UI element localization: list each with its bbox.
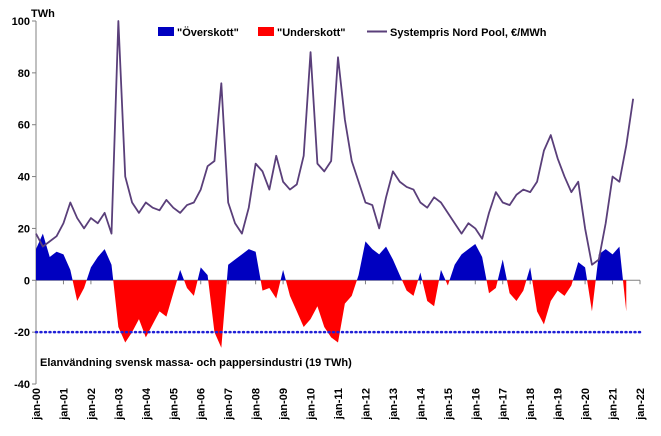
x-tick-label: jan-19 [553,388,565,421]
reference-line-label: Elanvändning svensk massa- och pappersin… [40,357,352,369]
x-tick-label: jan-01 [58,388,70,421]
x-tick-label: jan-06 [196,388,208,421]
x-tick-label: jan-22 [635,388,647,421]
x-tick-label: jan-00 [31,388,43,421]
x-tick-label: jan-04 [141,387,153,421]
y-axis-title: TWh [31,8,55,20]
legend-label-deficit: "Underskott" [277,27,346,39]
x-tick-label: jan-05 [168,388,180,421]
x-tick-label: jan-13 [388,388,400,421]
x-tick-label: jan-12 [360,388,372,421]
x-tick-label: jan-16 [470,388,482,421]
legend-label-surplus: "Överskott" [177,26,239,39]
legend: "Överskott" "Underskott" Systempris Nord P… [158,26,547,39]
x-tick-label: jan-10 [306,388,318,421]
surplus-area [36,233,627,281]
x-tick-label: jan-08 [251,388,263,421]
legend-label-price: Systempris Nord Pool, €/MWh [390,27,547,39]
y-tick-label: -20 [14,327,30,339]
x-tick-label: jan-15 [443,388,455,421]
x-tick-label: jan-09 [278,388,290,421]
y-tick-label: 20 [18,223,30,235]
balance-area-series [36,233,627,348]
x-tick-label: jan-21 [608,388,620,421]
y-tick-label: -40 [14,379,30,391]
price-line [35,20,635,266]
y-tick-label: 100 [12,16,30,28]
x-tick-label: jan-02 [86,388,98,421]
x-tick-label: jan-18 [525,388,537,421]
y-tick-label: 0 [24,275,30,287]
legend-swatch-surplus [158,27,174,36]
y-tick-label: 80 [18,68,30,80]
x-tick-label: jan-17 [498,388,510,421]
price-line-series [35,20,635,266]
x-tick-label: jan-03 [113,388,125,421]
y-tick-label: 40 [18,172,30,184]
y-tick-label: 60 [18,120,30,132]
x-tick-label: jan-14 [415,387,427,421]
deficit-area [36,280,627,348]
x-tick-label: jan-20 [580,388,592,421]
x-tick-label: jan-07 [223,388,235,421]
legend-swatch-deficit [258,27,274,36]
x-tick-label: jan-11 [333,388,345,420]
